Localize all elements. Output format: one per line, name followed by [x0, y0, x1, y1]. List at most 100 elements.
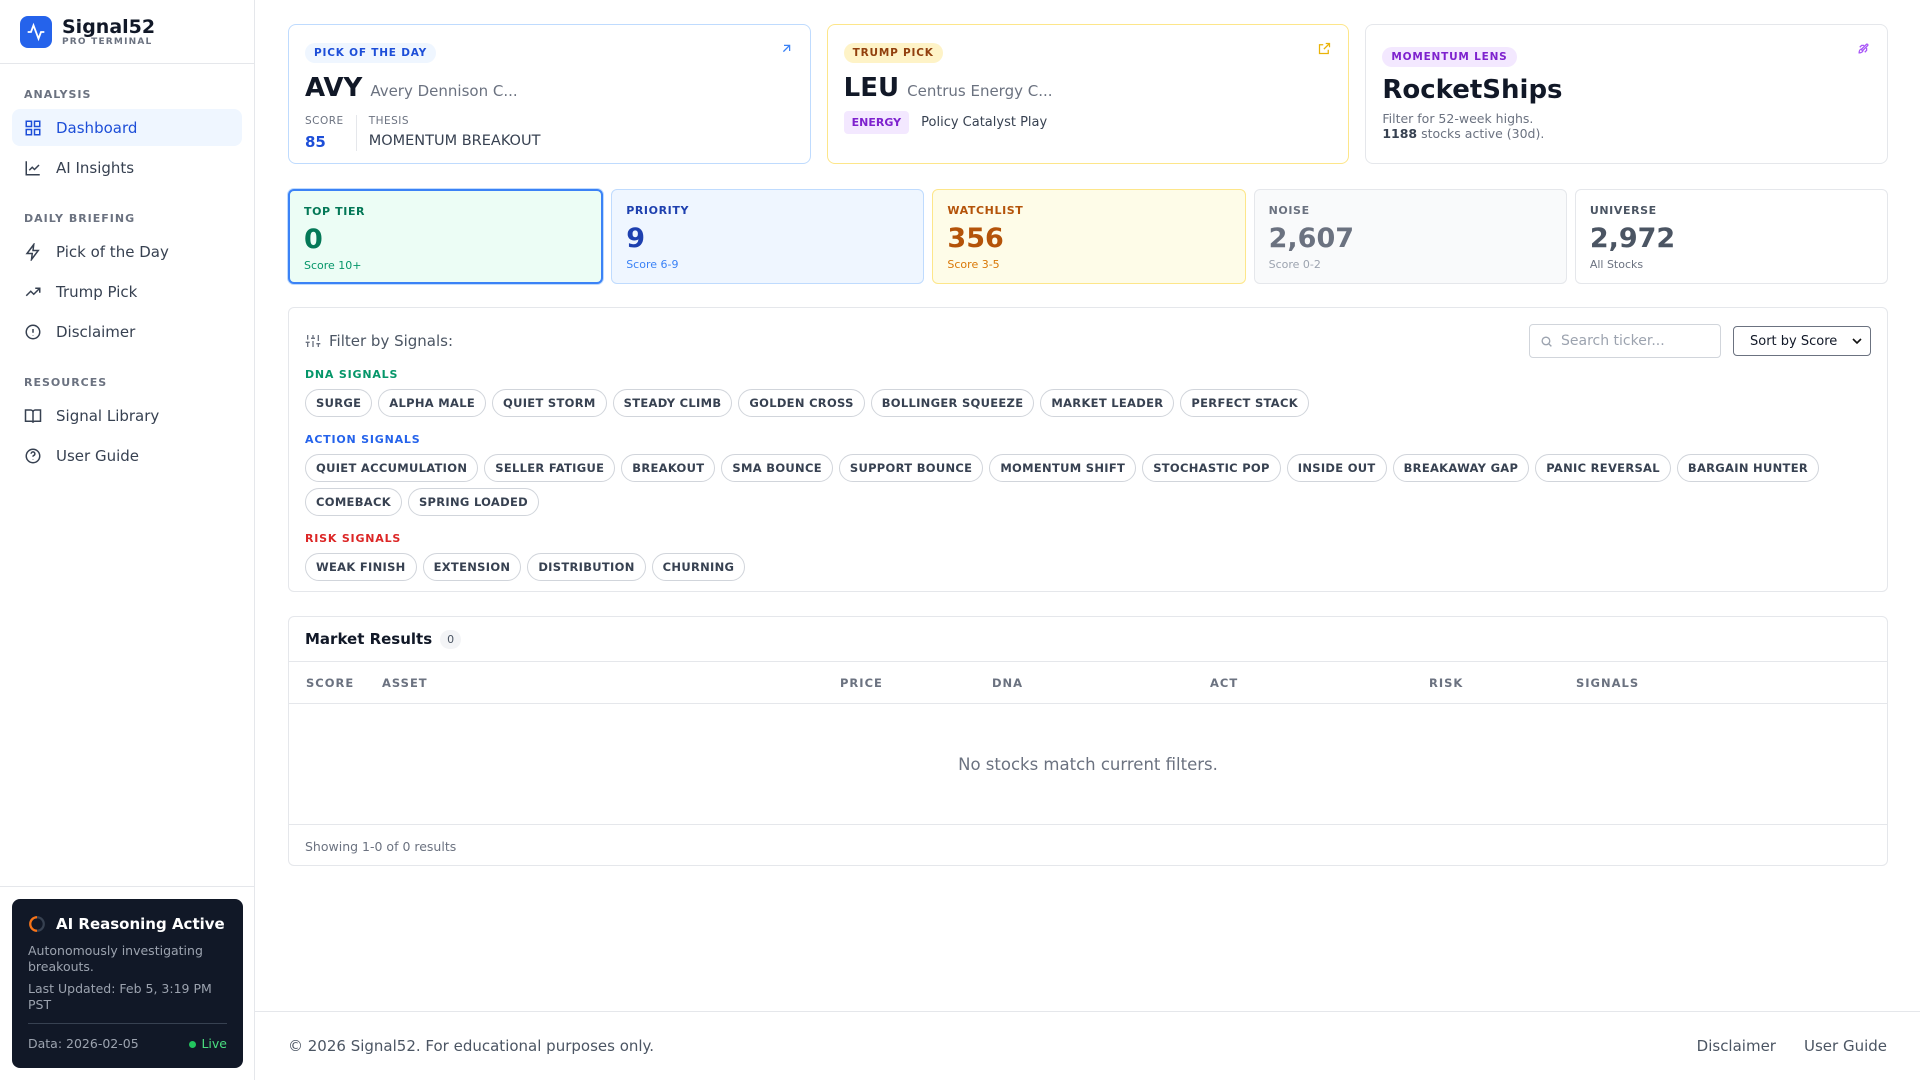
label: THESIS — [368, 115, 410, 127]
tier-card[interactable]: NOISE 2,607 Score 0-2 — [1253, 189, 1567, 284]
column-header[interactable]: SIGNALS — [1576, 676, 1640, 690]
nav-item[interactable]: Trump Pick — [12, 273, 242, 310]
thesis: MOMENTUM BREAKOUT — [368, 133, 541, 149]
ai-live: Live — [189, 1036, 227, 1051]
nav-label: Signal Library — [56, 406, 160, 425]
score: 85 — [305, 133, 326, 151]
footer-link[interactable]: Disclaimer — [1696, 1037, 1776, 1055]
tier-value: 2,972 — [1589, 223, 1676, 254]
signal-chip[interactable]: BREAKAWAY GAP — [1392, 454, 1530, 482]
empty-state: No stocks match current filters. — [289, 704, 1887, 825]
nav-label: AI Insights — [56, 158, 135, 177]
signal-chip[interactable]: WEAK FINISH — [305, 553, 417, 581]
nav-item[interactable]: Dashboard — [12, 109, 242, 146]
signal-chip[interactable]: MARKET LEADER — [1040, 389, 1175, 417]
signal-chip[interactable]: STOCHASTIC POP — [1142, 454, 1281, 482]
footer: © 2026 Signal52. For educational purpose… — [255, 1011, 1920, 1080]
tier-card[interactable]: TOP TIER 0 Score 10+ — [288, 189, 604, 284]
signal-chip[interactable]: MOMENTUM SHIFT — [989, 454, 1137, 482]
logo — [20, 15, 52, 48]
tier-label: WATCHLIST — [947, 204, 1024, 217]
sidebar: Signal52 PRO TERMINAL ANALYSIS Dashboard AI… — [0, 0, 255, 1080]
badge: PICK OF THE DAY — [305, 43, 437, 63]
table-header: SCORE ASSET PRICE DNA ACT RISK SIGNALS — [289, 662, 1887, 704]
signal-chip[interactable]: STEADY CLIMB — [612, 389, 733, 417]
nav-label: Pick of the Day — [56, 242, 169, 261]
tier-card[interactable]: UNIVERSE 2,972 All Stocks — [1574, 189, 1889, 284]
signal-chip[interactable]: BREAKOUT — [621, 454, 716, 482]
results-panel: Market Results 0 SCORE ASSET PRICE DNA ACT RIS… — [288, 616, 1888, 866]
icon — [25, 160, 40, 175]
nav-item[interactable]: Signal Library — [12, 397, 242, 434]
tier-card[interactable]: WATCHLIST 356 Score 3-5 — [932, 189, 1246, 284]
tier-value: 0 — [304, 224, 323, 255]
icon — [25, 287, 41, 296]
column-header[interactable]: DNA — [992, 676, 1024, 690]
sort-select[interactable]: Sort by Score — [1733, 326, 1871, 356]
column-header[interactable]: PRICE — [840, 676, 883, 690]
signal-chip[interactable]: EXTENSION — [422, 553, 522, 581]
column-header[interactable]: SCORE — [306, 676, 355, 690]
nav: ANALYSIS Dashboard AI Insights DAILY BRIEFI… — [0, 88, 254, 474]
tiers: TOP TIER 0 Score 10+ PRIORITY 9 Score 6-9 WATC… — [288, 189, 1889, 284]
signal-chip[interactable]: QUIET ACCUMULATION — [305, 454, 479, 482]
signal-chip[interactable]: CHURNING — [651, 553, 746, 581]
group-title: DNA SIGNALS — [305, 368, 399, 381]
signal-chip[interactable]: GOLDEN CROSS — [738, 389, 865, 417]
signal-chip[interactable]: DISTRIBUTION — [527, 553, 646, 581]
footer-link[interactable]: User Guide — [1803, 1037, 1887, 1055]
tier-card[interactable]: PRIORITY 9 Score 6-9 — [611, 189, 925, 284]
lens-suffix: stocks active (30d). — [1421, 126, 1545, 141]
tier-sub: Score 0-2 — [1268, 258, 1321, 271]
ai-title: AI Reasoning Active — [56, 915, 225, 933]
icon — [24, 408, 42, 423]
icon — [25, 323, 41, 340]
signal-chip[interactable]: INSIDE OUT — [1286, 454, 1387, 482]
signal-chip[interactable]: SUPPORT BOUNCE — [838, 454, 984, 482]
nav-item[interactable]: Disclaimer — [12, 313, 242, 350]
search[interactable]: Search ticker... — [1529, 324, 1721, 358]
signal-chip[interactable]: BARGAIN HUNTER — [1676, 454, 1820, 482]
column-header[interactable]: RISK — [1429, 676, 1464, 690]
signal-chip[interactable]: SURGE — [305, 389, 373, 417]
nav-item[interactable]: Pick of the Day — [12, 233, 242, 270]
signal-chip[interactable]: BOLLINGER SQUEEZE — [870, 389, 1035, 417]
pick-card[interactable]: PICK OF THE DAY AVY Avery Dennison C... S… — [288, 24, 811, 164]
signal-chip[interactable]: PANIC REVERSAL — [1535, 454, 1671, 482]
chips: SURGE ALPHA MALE QUIET STORM STEADY CLIMB GO… — [305, 389, 1871, 417]
tier-label: UNIVERSE — [1589, 204, 1657, 217]
lens-card[interactable]: MOMENTUM LENS RocketShips Filter for 52-… — [1365, 24, 1889, 164]
note: Policy Catalyst Play — [921, 115, 1048, 130]
tier-label: PRIORITY — [626, 204, 690, 217]
signal-chip[interactable]: ALPHA MALE — [378, 389, 486, 417]
company: Avery Dennison C... — [370, 82, 518, 100]
signal-chip[interactable]: QUIET STORM — [492, 389, 607, 417]
signal-chip[interactable]: COMEBACK — [305, 488, 402, 516]
lens-desc: Filter for 52-week highs. — [1382, 111, 1534, 126]
filter-panel: Filter by Signals: Search ticker... Sort… — [288, 307, 1888, 592]
search-placeholder: Search ticker... — [1561, 333, 1665, 349]
column-header[interactable]: ACT — [1210, 676, 1239, 690]
column-header[interactable]: ASSET — [382, 676, 428, 690]
trump-card[interactable]: TRUMP PICK LEU Centrus Energy C... ENERGY… — [826, 24, 1350, 164]
icon — [25, 120, 41, 135]
signal-chip[interactable]: SMA BOUNCE — [721, 454, 833, 482]
results-count: 0 — [440, 629, 462, 649]
filter-label: Filter by Signals: — [329, 332, 454, 350]
company: Centrus Energy C... — [907, 82, 1053, 100]
results-title: Market Results — [305, 630, 433, 648]
signal-chip[interactable]: SPRING LOADED — [407, 488, 539, 516]
tier-value: 9 — [626, 223, 645, 254]
group-title: ACTION SIGNALS — [305, 433, 421, 446]
signal-chip[interactable]: PERFECT STACK — [1180, 389, 1309, 417]
chips: WEAK FINISH EXTENSION DISTRIBUTION CHURNING — [305, 553, 1871, 581]
brand[interactable]: Signal52 PRO TERMINAL — [0, 0, 254, 64]
signal-chip[interactable]: SELLER FATIGUE — [484, 454, 616, 482]
brand-sub: PRO TERMINAL — [62, 36, 153, 47]
copyright: © 2026 Signal52. For educational purpose… — [288, 1037, 655, 1055]
nav-item[interactable]: AI Insights — [12, 149, 242, 186]
nav-item[interactable]: User Guide — [12, 437, 242, 474]
tier-label: TOP TIER — [304, 205, 366, 218]
ai-desc: Autonomously investigating breakouts. — [28, 943, 203, 974]
